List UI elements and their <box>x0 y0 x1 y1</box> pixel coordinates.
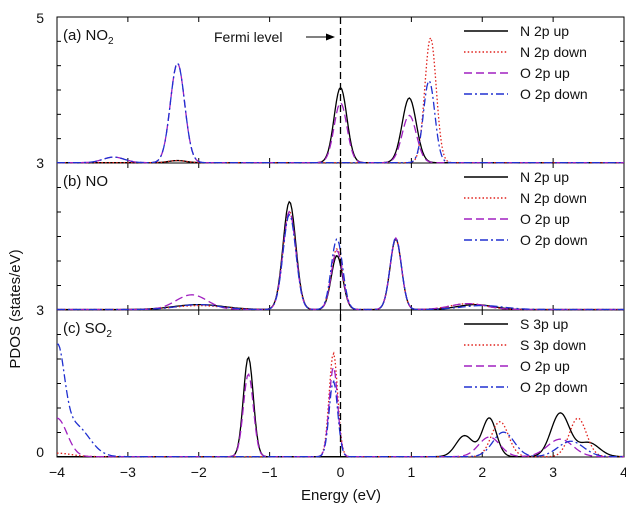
x-tick-label: −1 <box>262 464 278 480</box>
x-tick-label: −4 <box>49 464 65 480</box>
legend-label: O 2p down <box>520 379 588 395</box>
y-tick-label: 3 <box>36 155 44 171</box>
series-line <box>57 62 624 164</box>
panel-label: (c) SO2 <box>63 320 112 340</box>
series-line <box>56 343 624 458</box>
fermi-level-label: Fermi level <box>214 29 282 45</box>
y-tick-label: 3 <box>36 302 44 318</box>
legend-label: N 2p up <box>520 169 569 185</box>
legend-label: S 3p up <box>520 316 568 332</box>
y-axis-label: PDOS (states/eV) <box>7 249 24 368</box>
series-line <box>57 213 624 311</box>
legend-label: O 2p down <box>520 86 588 102</box>
x-tick-label: −2 <box>191 464 207 480</box>
legend-label: O 2p down <box>520 232 588 248</box>
legends-group: N 2p up N 2p down O 2p up O 2p down N 2p up N… <box>464 23 588 395</box>
x-axis-label: Energy (eV) <box>301 487 381 504</box>
x-tick-label: 3 <box>549 464 557 480</box>
y-tick-label: 5 <box>36 10 44 26</box>
fermi-group: Fermi level <box>214 17 342 457</box>
legend-label: S 3p down <box>520 337 586 353</box>
legend-label: O 2p up <box>520 358 570 374</box>
x-tick-label: 2 <box>478 464 486 480</box>
series-line <box>57 210 624 311</box>
legend-label: O 2p up <box>520 65 570 81</box>
x-tick-label: 0 <box>337 464 345 480</box>
legend-label: O 2p up <box>520 211 570 227</box>
legend-label: N 2p up <box>520 23 569 39</box>
x-tick-label: −3 <box>120 464 136 480</box>
panel-label: (b) NO <box>63 173 108 190</box>
y-tick-label: 0 <box>36 444 44 460</box>
legend-label: N 2p down <box>520 44 587 60</box>
panel-label: (a) NO2 <box>63 27 114 47</box>
fermi-arrow-icon <box>326 33 335 41</box>
legend-label: N 2p down <box>520 190 587 206</box>
x-tick-label: 4 <box>620 464 626 480</box>
labels-group: (a) NO2 (b) NO (c) SO2 <box>63 27 114 340</box>
x-tick-label: 1 <box>407 464 415 480</box>
panel-label-subscript: 2 <box>106 329 112 340</box>
panel-label-subscript: 2 <box>108 36 114 47</box>
